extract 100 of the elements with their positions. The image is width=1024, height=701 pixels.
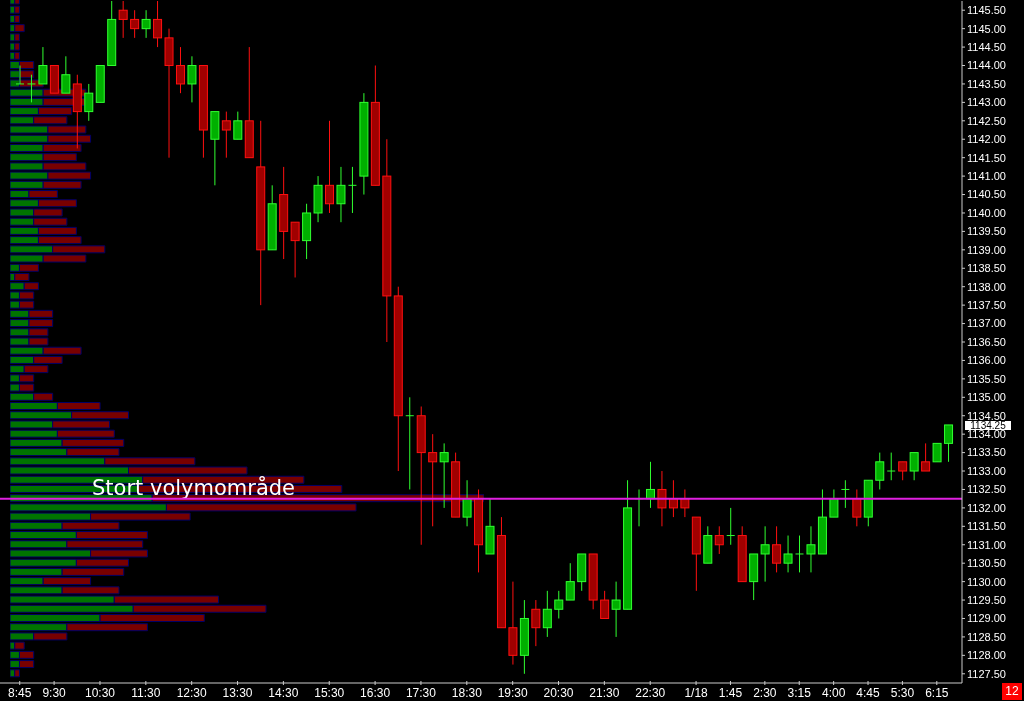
y-tick-label: 1134.00 [967, 428, 1006, 441]
candlestick [726, 507, 736, 546]
y-tick-label: 1130.00 [967, 575, 1006, 588]
candlestick [462, 479, 472, 527]
candlestick [611, 581, 621, 638]
candlestick [565, 562, 575, 601]
y-tick-label: 1142.00 [967, 133, 1006, 146]
candlestick [875, 452, 885, 490]
x-tick-label: 1:45 [718, 686, 743, 700]
y-tick-label: 1140.00 [967, 206, 1006, 219]
candlestick [760, 525, 770, 583]
x-tick-label: 19:30 [497, 686, 528, 700]
y-tick-label: 1139.50 [967, 225, 1006, 238]
candlestick [118, 1, 128, 39]
y-tick-label: 1142.50 [967, 114, 1006, 127]
candlestick [898, 461, 908, 481]
candlestick [84, 83, 94, 122]
candlestick [290, 221, 300, 278]
candlestick [221, 111, 231, 159]
candlestick [542, 590, 552, 638]
y-tick-label: 1145.50 [967, 4, 1006, 17]
y-tick-label: 1141.00 [967, 170, 1006, 183]
candlestick [428, 433, 438, 527]
candlestick [61, 55, 71, 94]
candlestick [657, 470, 667, 527]
x-tick-label: 18:30 [451, 686, 483, 700]
candlestick [932, 442, 942, 463]
x-tick-label: 9:30 [42, 686, 67, 700]
y-tick-label: 1136.00 [967, 354, 1006, 367]
candlestick [806, 525, 816, 573]
y-tick-label: 1143.50 [967, 77, 1006, 90]
y-tick-label: 1144.50 [967, 40, 1006, 53]
x-tick-label: 8:45 [8, 686, 32, 700]
y-tick-label: 1133.00 [967, 464, 1006, 477]
candlestick [187, 55, 197, 103]
x-tick-label: 1/18 [684, 686, 709, 700]
x-tick-label: 17:30 [405, 686, 437, 700]
x-tick-label: 12:30 [176, 686, 208, 700]
y-tick-label: 1135.00 [967, 391, 1006, 404]
candlestick [531, 599, 541, 647]
y-tick-label: 1137.50 [967, 299, 1006, 312]
y-tick-label: 1135.50 [967, 372, 1006, 385]
candlestick [153, 1, 163, 48]
text: 12 [1002, 683, 1022, 700]
candlestick [325, 120, 335, 214]
y-tick-label: 1144.00 [967, 59, 1006, 72]
y-tick-label: 1133.50 [967, 446, 1006, 459]
y-tick-label: 1137.00 [967, 317, 1006, 330]
candlestick [944, 424, 954, 463]
x-tick-label: 15:30 [314, 686, 345, 700]
candlestick [783, 535, 793, 573]
price-tag: 1134.25 [965, 420, 1011, 430]
y-tick-label: 1129.50 [967, 593, 1006, 606]
y-tick-label: 1131.50 [967, 520, 1006, 533]
y-tick-label: 1143.00 [967, 96, 1006, 109]
candlestick [795, 535, 805, 573]
y-tick-label: 1129.00 [967, 612, 1006, 625]
y-tick-label: 1131.00 [967, 538, 1006, 551]
x-tick-label: 14:30 [268, 686, 299, 700]
y-tick-label: 1140.50 [967, 188, 1006, 201]
candlestick [714, 525, 724, 555]
candlestick [554, 590, 564, 619]
y-tick-label: 1127.50 [967, 667, 1006, 680]
candlestick [130, 9, 140, 39]
candlestick [921, 442, 931, 472]
x-tick-label: 16:30 [360, 686, 391, 700]
x-tick-label: 10:30 [84, 686, 116, 700]
annotation: Stort volymområde [92, 476, 296, 501]
y-tick-label: 1128.00 [967, 649, 1006, 662]
candlestick [336, 166, 346, 223]
candlestick [405, 396, 415, 490]
y-tick-label: 1128.50 [967, 630, 1006, 643]
candlestick [829, 488, 839, 518]
candlestick [886, 452, 896, 481]
y-tick-label: 1134.50 [967, 409, 1006, 422]
candlestick [347, 166, 357, 214]
x-tick-label: 4:45 [856, 686, 881, 700]
candlestick [38, 46, 48, 85]
x-tick-label: 5:30 [890, 686, 915, 700]
y-tick-label: 1130.50 [967, 557, 1006, 570]
candlestick [840, 479, 850, 509]
candlestick [15, 65, 25, 85]
x-tick-label: 20:30 [543, 686, 574, 700]
candlestick [852, 488, 862, 527]
x-tick-label: 13:30 [222, 686, 253, 700]
x-tick-label: 6:15 [925, 686, 949, 700]
y-tick-label: 1138.50 [967, 262, 1006, 275]
y-tick-label: 1138.00 [967, 280, 1006, 293]
candlestick [680, 488, 690, 518]
x-tick-label: 4:00 [821, 686, 846, 700]
y-tick-label: 1141.50 [967, 151, 1006, 164]
y-tick-label: 1136.50 [967, 335, 1006, 348]
candlestick [175, 46, 185, 94]
x-tick-label: 22:30 [635, 686, 666, 700]
candlestick [26, 74, 36, 103]
x-tick-label: 11:30 [131, 686, 161, 700]
y-tick-label: 1132.00 [967, 501, 1006, 514]
candlestick [233, 111, 243, 140]
candlestick [772, 525, 782, 573]
x-tick-label: 3:15 [787, 686, 812, 700]
